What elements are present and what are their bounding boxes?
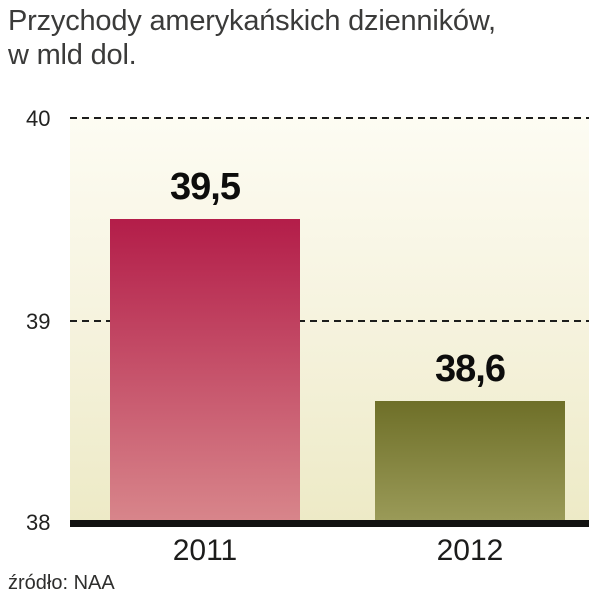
gridline-39	[70, 320, 589, 322]
gridline-40	[70, 117, 589, 119]
chart-title-line2: w mld dol.	[8, 39, 137, 72]
chart-title-line1: Przychody amerykańskich dzienników,	[8, 5, 496, 37]
x-axis-label-2011: 2011	[172, 534, 238, 567]
y-axis-tick-38: 38	[26, 510, 51, 535]
bar-value-label-2012: 38,6	[435, 348, 506, 391]
chart-title: Przychody amerykańskich dzienników, w ml…	[8, 4, 607, 72]
y-axis-tick-39: 39	[26, 309, 51, 334]
bar-group-2011: 39,5 2011	[110, 117, 300, 567]
bar-2011	[110, 218, 300, 523]
bar-2012	[375, 401, 565, 523]
source-note: źródło: NAA	[8, 572, 115, 594]
x-axis-baseline	[70, 520, 589, 527]
bar-group-2012: 38,6 2012	[375, 117, 565, 567]
x-axis-label-2012: 2012	[436, 534, 504, 567]
y-axis-tick-40: 40	[26, 106, 51, 131]
plot-area: 39,5 2011 38,6 2012	[70, 117, 589, 567]
bar-value-label-2011: 39,5	[170, 165, 241, 208]
